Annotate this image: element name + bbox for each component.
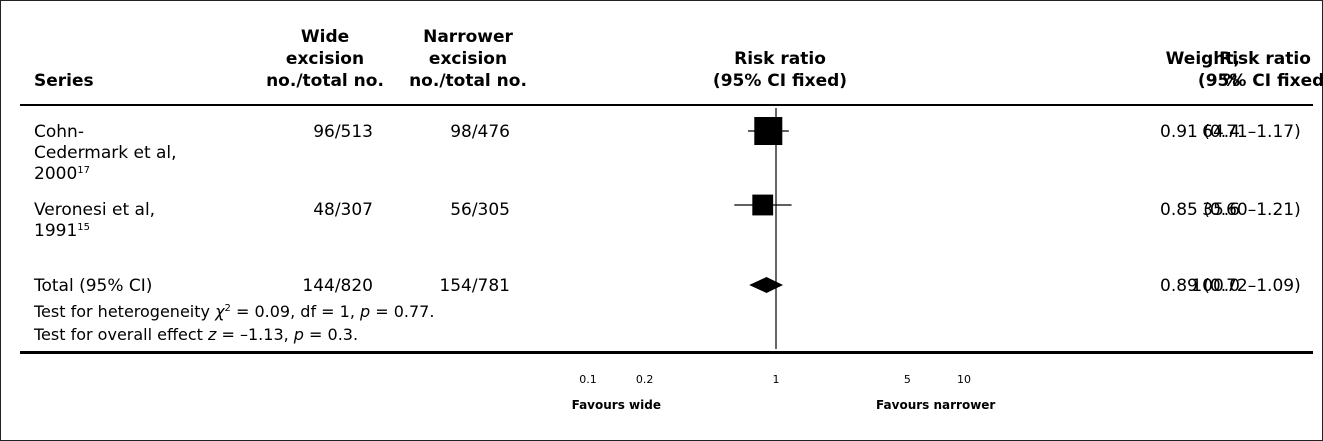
tick-label-5: 5 <box>904 373 911 386</box>
row-2-ref: 15 <box>77 222 90 233</box>
row-2-wide: 48/307 <box>313 200 373 220</box>
row-2-series-line-2: 199115 <box>34 221 90 241</box>
row-1-series-line-3: 200017 <box>34 164 90 184</box>
row-1-series-line-1: Cohn- <box>34 122 84 142</box>
col-header-narrow-3: no./total no. <box>409 71 527 91</box>
study-1-point <box>754 117 783 145</box>
total-risk-ratio: 0.89 (0.72–1.09) <box>1160 276 1301 296</box>
row-1-wide: 96/513 <box>313 122 373 142</box>
favours-narrower-label: Favours narrower <box>876 398 995 412</box>
overall-effect-test: Test for overall effect z = –1.13, p = 0… <box>34 325 359 344</box>
total-label: Total (95% CI) <box>34 276 153 296</box>
row-2-risk-ratio: 0.85 (0.60–1.21) <box>1160 200 1301 220</box>
total-diamond <box>749 277 784 293</box>
col-header-rr-plot-1: Risk ratio <box>734 49 826 69</box>
col-header-rr-2: (95% CI fixed) <box>1197 71 1323 91</box>
heterogeneity-test: Test for heterogeneity χ2 = 0.09, df = 1… <box>34 302 435 321</box>
tick-label-0.2: 0.2 <box>636 373 654 386</box>
row-1-narrow: 98/476 <box>450 122 510 142</box>
favours-wide-label: Favours wide <box>572 398 661 412</box>
row-2-weight: 35.6 <box>1202 200 1240 220</box>
footer-rule <box>20 351 1313 354</box>
row-2-narrow: 56/305 <box>450 200 510 220</box>
row-1-risk-ratio: 0.91 (0.71–1.17) <box>1160 122 1301 142</box>
col-header-weight-2: % <box>1222 71 1240 91</box>
row-1-series-line-2: Cedermark et al, <box>34 143 177 163</box>
tick-label-0.1: 0.1 <box>579 373 597 386</box>
col-header-wide-3: no./total no. <box>266 71 384 91</box>
col-header-weight-1: Weight, <box>1165 49 1240 69</box>
study-2-point <box>752 194 774 216</box>
tick-label-10: 10 <box>957 373 971 386</box>
col-header-wide-2: excision <box>285 49 365 69</box>
col-header-rr-1: Risk ratio <box>1219 49 1311 69</box>
tick-label-1: 1 <box>773 373 780 386</box>
total-weight: 100.0 <box>1191 276 1240 296</box>
total-narrow: 154/781 <box>439 276 510 296</box>
total-wide: 144/820 <box>302 276 373 296</box>
col-header-narrow-2: excision <box>428 49 508 69</box>
row-2-series-line-1: Veronesi et al, <box>34 200 156 220</box>
header-rule <box>20 104 1313 106</box>
col-header-narrow-1: Narrower <box>423 27 513 47</box>
row-1-weight: 64.4 <box>1202 122 1240 142</box>
row-1-ref: 17 <box>77 165 90 176</box>
col-header-rr-plot-2: (95% CI fixed) <box>712 71 848 91</box>
col-header-series: Series <box>34 71 94 91</box>
col-header-wide-1: Wide <box>300 27 350 47</box>
